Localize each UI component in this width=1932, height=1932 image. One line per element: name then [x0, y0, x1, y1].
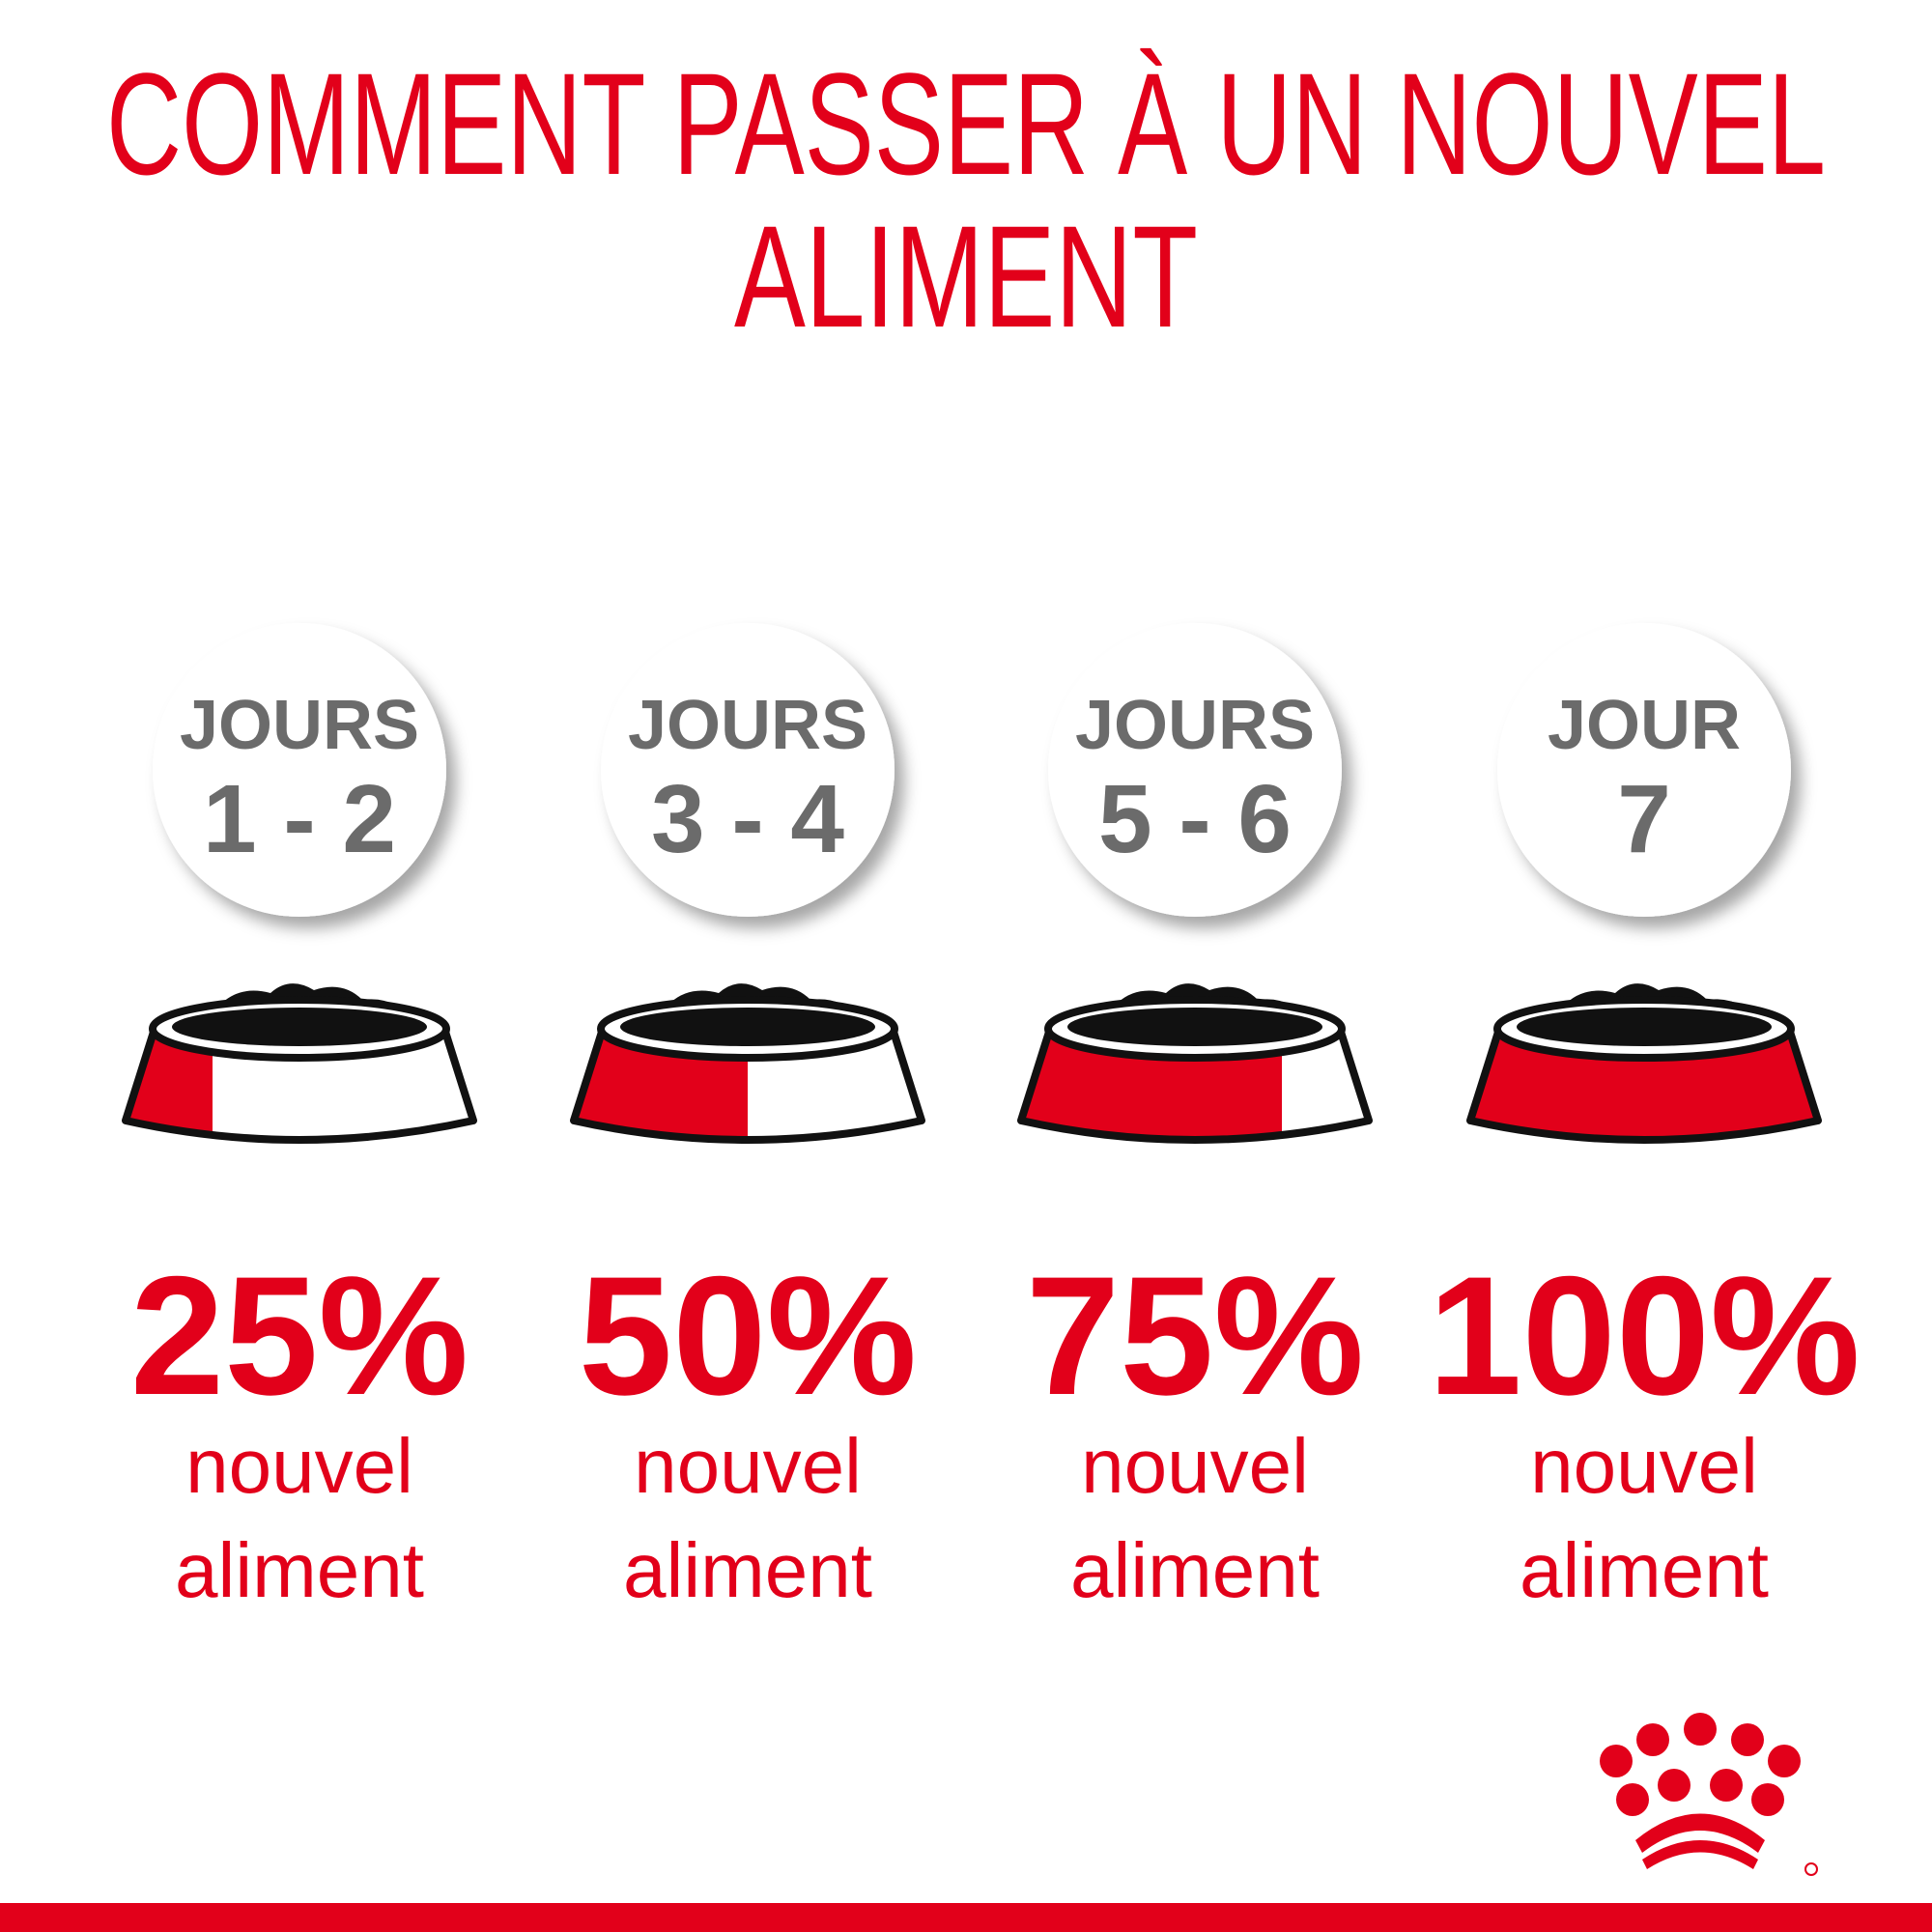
- bowl-outline: [1017, 1025, 1373, 1144]
- title-line: ALIMENT: [734, 195, 1198, 357]
- bowl-opening: [1517, 1008, 1772, 1046]
- day-label: JOUR: [1548, 687, 1741, 764]
- day-badge: [601, 623, 895, 917]
- caption-line: aliment: [623, 1527, 872, 1613]
- percent: 75%: [1026, 1242, 1364, 1431]
- day-badge: [1497, 623, 1791, 917]
- caption-line: nouvel: [185, 1423, 413, 1509]
- percent: 100%: [1428, 1242, 1861, 1431]
- caption-line: nouvel: [1081, 1423, 1309, 1509]
- caption-line: nouvel: [1530, 1423, 1758, 1509]
- day-badge: [153, 623, 446, 917]
- caption-line: aliment: [1520, 1527, 1769, 1613]
- day-badge: [1048, 623, 1342, 917]
- day-label: JOURS: [1075, 687, 1315, 764]
- caption-line: aliment: [175, 1527, 424, 1613]
- percent: 50%: [579, 1242, 917, 1431]
- logo: [1600, 1713, 1818, 1876]
- day-range: 5 - 6: [1098, 765, 1292, 873]
- day-range: 7: [1617, 765, 1671, 873]
- percent: 25%: [130, 1242, 469, 1431]
- day-range: 1 - 2: [203, 765, 396, 873]
- bowl-outline: [570, 1025, 925, 1144]
- bowl-opening: [620, 1008, 875, 1046]
- bowl-outline: [1466, 1025, 1822, 1144]
- day-label: JOURS: [180, 687, 419, 764]
- bottom-bar: [0, 1903, 1932, 1932]
- caption-line: nouvel: [634, 1423, 862, 1509]
- bowl-opening: [172, 1008, 427, 1046]
- day-label: JOURS: [628, 687, 867, 764]
- bowl-opening: [1067, 1008, 1322, 1046]
- caption-line: aliment: [1070, 1527, 1320, 1613]
- bowl-outline: [122, 1025, 477, 1144]
- day-range: 3 - 4: [651, 765, 844, 873]
- title-line: COMMENT PASSER À UN NOUVEL: [106, 43, 1826, 205]
